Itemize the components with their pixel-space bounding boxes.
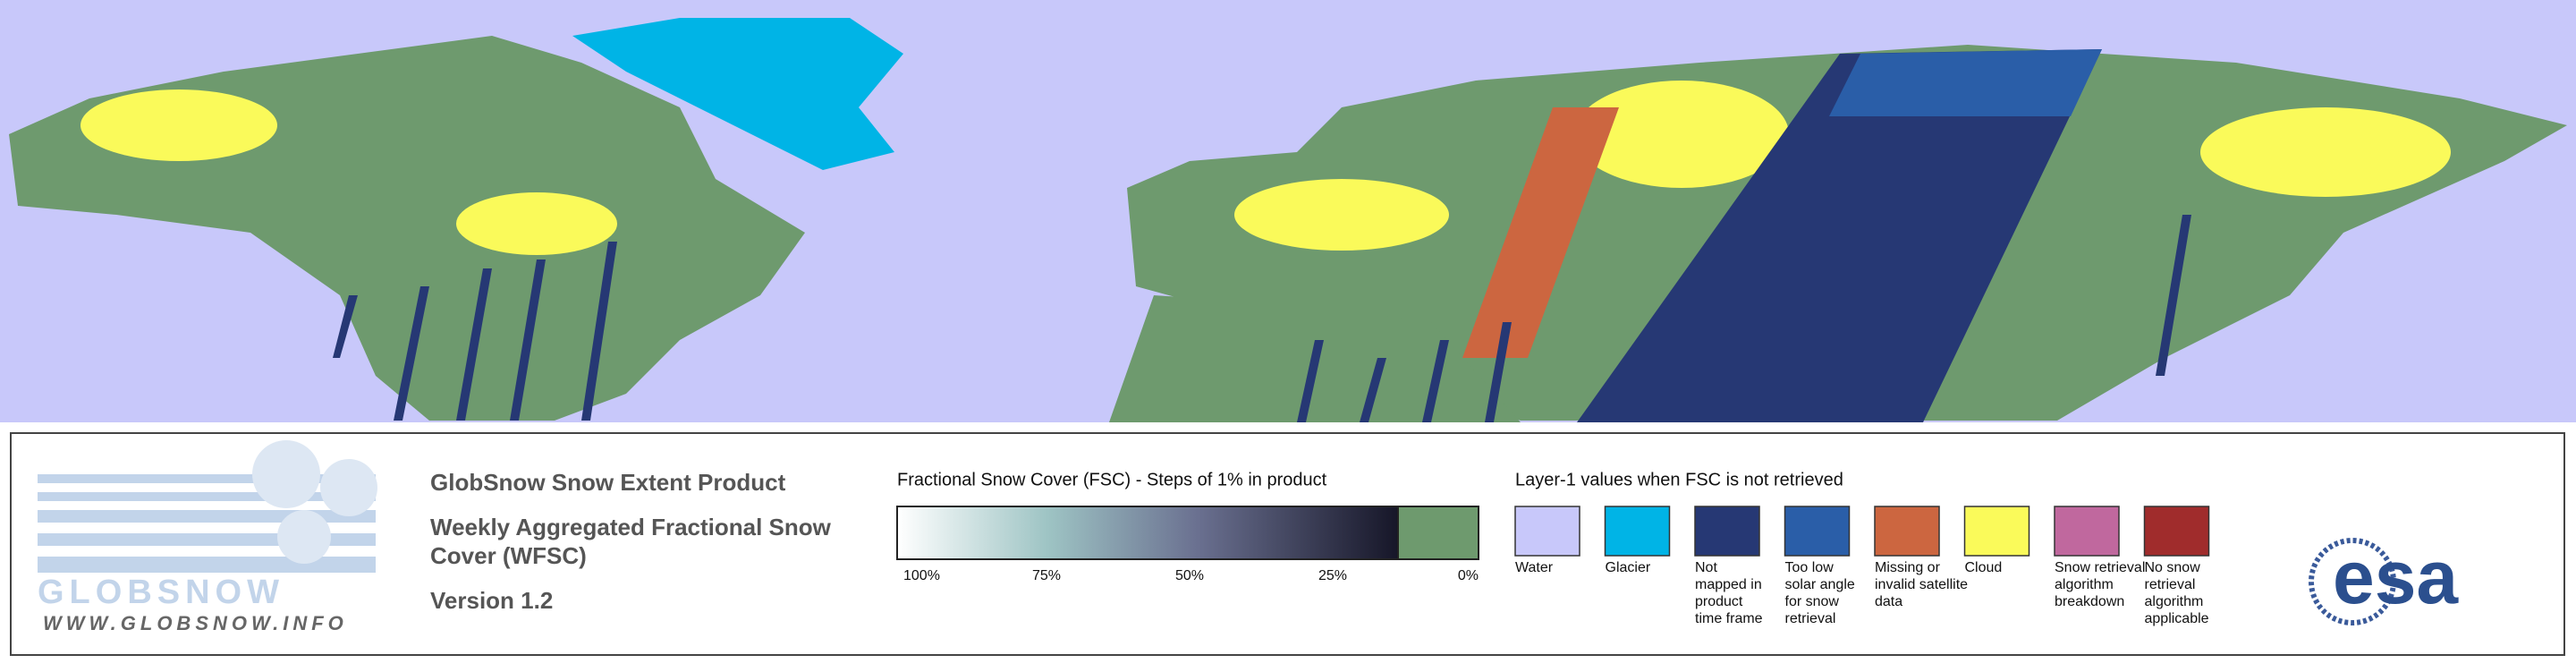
cloud bbox=[2200, 107, 2451, 197]
fsc-zero bbox=[1397, 506, 1479, 560]
legend-label: Snow retrieval bbox=[2055, 560, 2145, 575]
cloud bbox=[1234, 179, 1449, 251]
legend-label: product bbox=[1695, 594, 1743, 609]
legend-label: time frame bbox=[1695, 611, 1763, 626]
legend-label: Glacier bbox=[1606, 560, 1651, 575]
legend-label: No snow bbox=[2145, 560, 2201, 575]
legend-label: breakdown bbox=[2055, 594, 2124, 609]
not-mapped-band bbox=[1577, 49, 2102, 422]
legend-swatch bbox=[1874, 506, 1940, 557]
legend-label: invalid satellite bbox=[1875, 577, 1968, 592]
map bbox=[0, 0, 2576, 422]
legend-swatch bbox=[2143, 506, 2210, 557]
legend-label: retrieval bbox=[1785, 611, 1836, 626]
legend-label: algorithm bbox=[2145, 594, 2204, 609]
cloud bbox=[80, 89, 277, 161]
low-sun-band bbox=[1829, 49, 2102, 116]
subtitle-line: Weekly Aggregated Fractional Snow bbox=[430, 514, 832, 540]
fsc-tick-label: 100% bbox=[903, 568, 940, 583]
legend-label: Not bbox=[1695, 560, 1717, 575]
fsc-tick-label: 25% bbox=[1318, 568, 1347, 583]
legend-swatch bbox=[1963, 506, 2030, 557]
legend-swatch bbox=[1784, 506, 1851, 557]
stripes bbox=[333, 215, 2191, 422]
cloud bbox=[456, 192, 617, 255]
fsc-colorbar bbox=[896, 506, 1399, 560]
legend-label: Missing or bbox=[1875, 560, 1941, 575]
product-title: GlobSnow Snow Extent Product bbox=[430, 469, 786, 496]
legend-swatch bbox=[1694, 506, 1760, 557]
legend-swatch bbox=[2054, 506, 2120, 557]
agency: esa bbox=[2333, 535, 2459, 619]
logo-brand: GLOBSNOW bbox=[38, 574, 284, 611]
legend-label: Too low bbox=[1785, 560, 1835, 575]
legend-label: mapped in bbox=[1695, 577, 1762, 592]
fsc-title: Fractional Snow Cover (FSC) - Steps of 1… bbox=[897, 470, 1327, 489]
globsnow-logo: GLOBSNOW WWW.GLOBSNOW.INFO bbox=[38, 440, 377, 634]
fsc-tick-label: 75% bbox=[1032, 568, 1061, 583]
legend-label: Cloud bbox=[1965, 560, 2003, 575]
legend-label: retrieval bbox=[2145, 577, 2196, 592]
fsc-tick-label: 0% bbox=[1458, 568, 1479, 583]
cloud bbox=[1574, 81, 1789, 188]
legend-label: data bbox=[1875, 594, 1902, 609]
missing-band bbox=[1462, 107, 1619, 358]
subtitle-line: Cover (WFSC) bbox=[430, 542, 587, 569]
fsc-tick-label: 50% bbox=[1175, 568, 1204, 583]
greenland bbox=[572, 18, 903, 170]
legend-label: algorithm bbox=[2055, 577, 2114, 592]
legend-label: applicable bbox=[2145, 611, 2209, 626]
legend-label: for snow bbox=[1785, 594, 1840, 609]
legend-swatch bbox=[1604, 506, 1671, 557]
legend-label: solar angle bbox=[1785, 577, 1855, 592]
layer1-title: Layer-1 values when FSC is not retrieved bbox=[1515, 470, 1843, 489]
logo-url: WWW.GLOBSNOW.INFO bbox=[43, 612, 348, 634]
product-version: Version 1.2 bbox=[430, 587, 553, 614]
esa-logo: esa bbox=[2309, 535, 2459, 625]
legend-label: Water bbox=[1515, 560, 1554, 575]
legend-swatch bbox=[1514, 506, 1580, 557]
